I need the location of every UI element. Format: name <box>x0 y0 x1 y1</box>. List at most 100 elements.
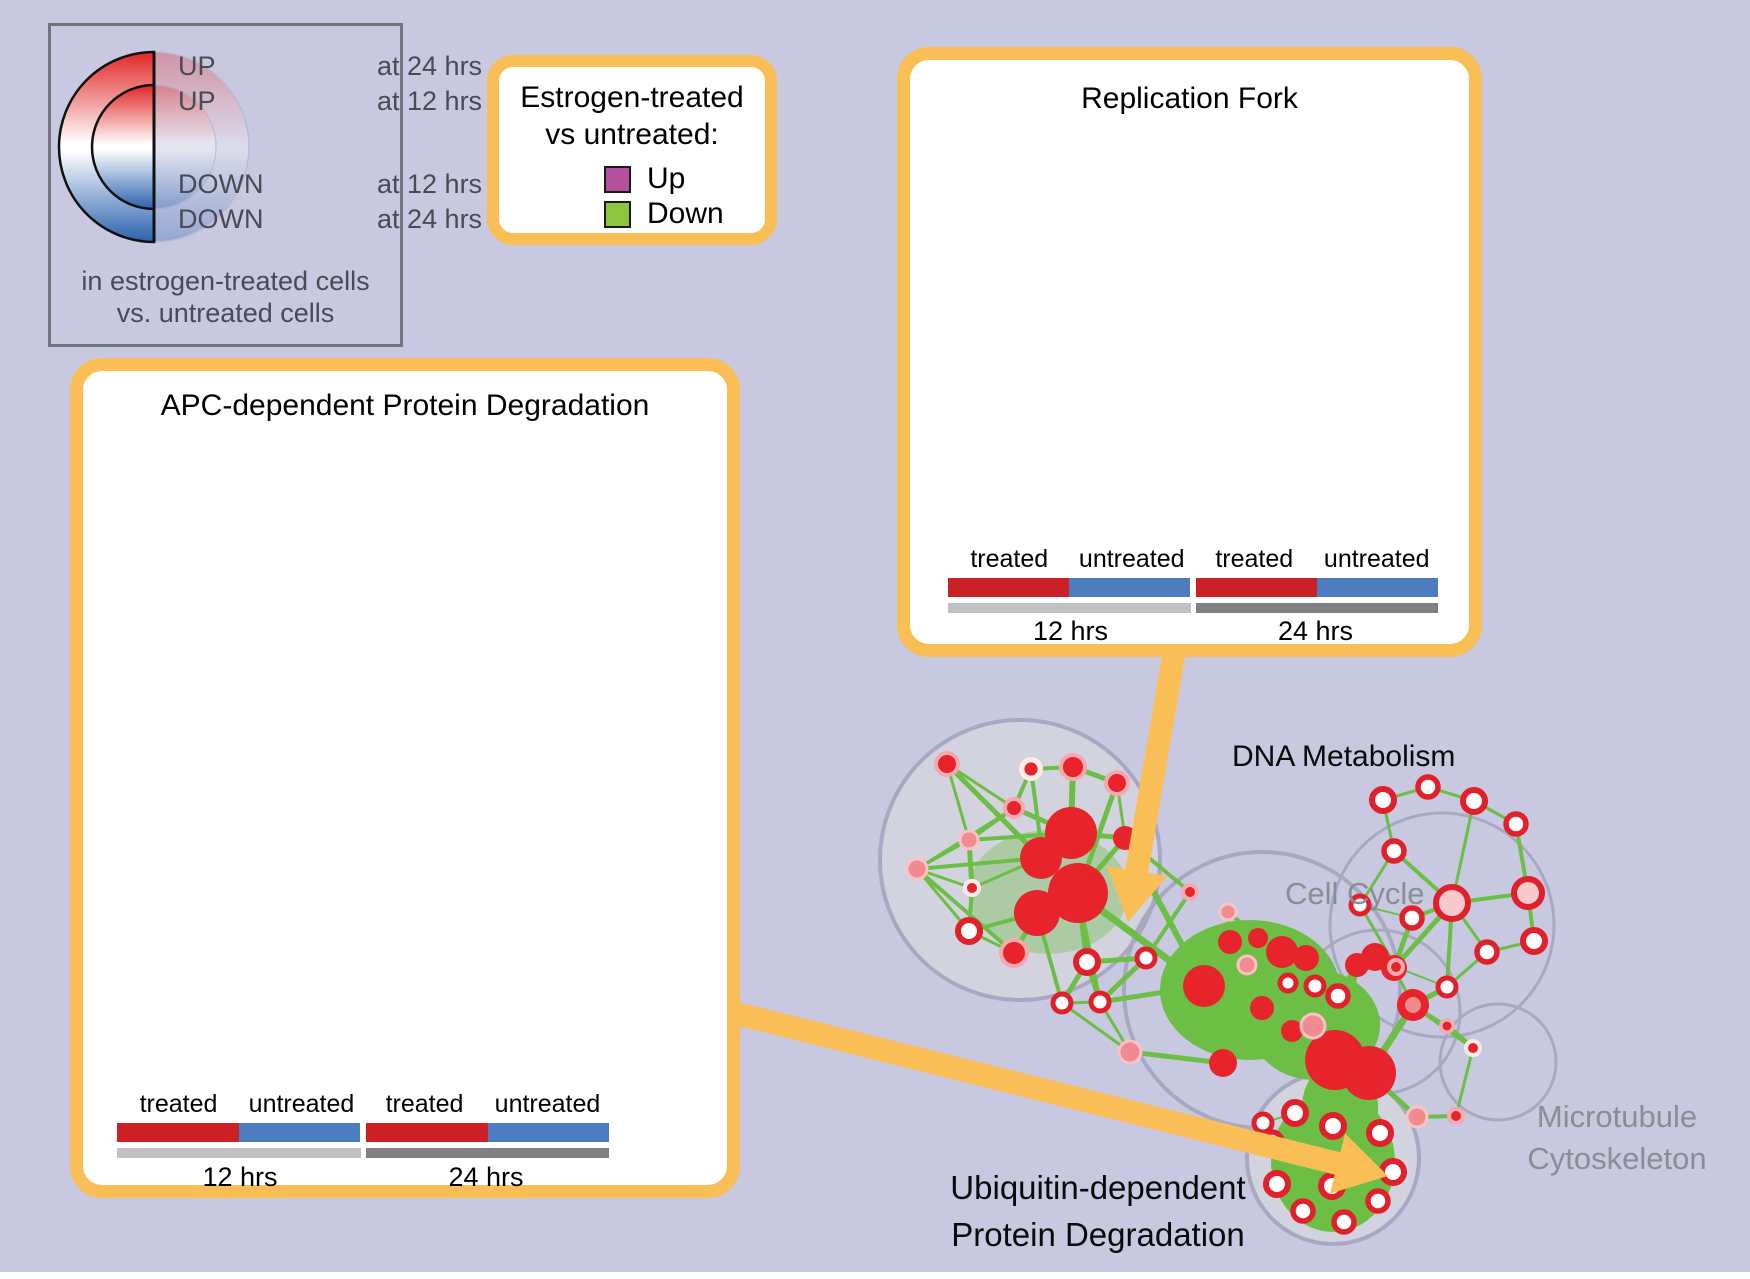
gene-node <box>1474 939 1500 965</box>
gene-node <box>1399 905 1425 931</box>
condition-label: untreated <box>494 1090 601 1118</box>
annotation-arrow-head <box>1330 1133 1388 1194</box>
timepoint-bar-segment <box>1195 603 1438 613</box>
apc-heatmap-panel: APC-dependent Protein Degradation treate… <box>70 358 740 1198</box>
gene-node <box>1218 902 1238 922</box>
gene-node <box>1511 876 1545 910</box>
gene-node <box>1519 926 1549 956</box>
ring-word: DOWN <box>178 204 264 234</box>
gene-node-core <box>1391 962 1401 972</box>
gene-node-core <box>1468 1043 1478 1053</box>
gene-node <box>1088 990 1112 1014</box>
gene-node <box>1503 811 1529 837</box>
gene-node <box>999 938 1029 968</box>
replication-fork-heatmap <box>948 128 1438 532</box>
legend-item-label: Up <box>647 162 686 195</box>
gene-node <box>1134 946 1158 970</box>
condition-bar-segment <box>117 1123 239 1142</box>
cluster-bubble-micro3 <box>1438 1002 1558 1122</box>
network-edge <box>915 867 1016 955</box>
gene-node <box>1104 770 1130 796</box>
gene-node <box>934 751 960 777</box>
gene-node <box>1405 1105 1429 1129</box>
condition-bar-segment <box>487 1123 609 1142</box>
gene-node <box>1348 893 1372 917</box>
gene-node <box>1014 890 1060 936</box>
gene-node <box>1435 975 1459 999</box>
condition-color-bar <box>948 578 1438 597</box>
ring-caption-line1: in estrogen-treated cells <box>81 266 370 296</box>
condition-labels: treated untreated treated untreated <box>948 545 1438 574</box>
gene-node <box>1342 1046 1396 1100</box>
ring-row-up-12: UP at 12 hrs <box>178 86 482 117</box>
timepoint-bar-segment <box>948 603 1191 613</box>
cluster-label-dna-metabolism: DNA Metabolism <box>1232 740 1456 773</box>
condition-bar-segment <box>238 1123 360 1142</box>
condition-label: treated <box>139 1090 218 1118</box>
gene-node <box>1277 972 1299 994</box>
gene-node <box>1415 774 1441 800</box>
gene-node <box>1381 838 1407 864</box>
gene-node <box>1368 785 1398 815</box>
cluster-label-cell-cycle: Cell Cycle <box>1285 876 1425 911</box>
gene-node <box>1281 1020 1303 1042</box>
gene-node-core <box>1451 1111 1461 1121</box>
condition-label: treated <box>385 1090 464 1118</box>
timepoint-bar-segment <box>117 1148 361 1158</box>
gene-node <box>1183 965 1225 1007</box>
network-edge <box>1129 1049 1224 1066</box>
annotation-arrow-head <box>1106 865 1168 922</box>
ring-row-down-12: DOWN at 12 hrs <box>178 169 482 200</box>
gene-node <box>1365 1118 1395 1148</box>
gene-node-core <box>1442 1021 1452 1031</box>
gene-node <box>1433 884 1471 922</box>
network-edge <box>946 762 1015 810</box>
ring-row-down-24: DOWN at 24 hrs <box>178 204 482 235</box>
legend-item-label: Down <box>647 197 724 230</box>
gene-node <box>1331 1209 1357 1235</box>
timepoint-label: 24 hrs <box>448 1162 524 1192</box>
timepoint-label: 12 hrs <box>202 1162 278 1192</box>
ring-word: UP <box>178 86 216 116</box>
ring-word: UP <box>178 51 216 81</box>
legend-item-up: Up <box>604 162 685 196</box>
apc-panel-title: APC-dependent Protein Degradation <box>160 389 650 422</box>
gene-node-core <box>1405 997 1421 1013</box>
condition-bar-segment <box>1069 578 1190 597</box>
timepoint-labels: 12 hrs 24 hrs <box>117 1162 609 1193</box>
gene-node <box>1280 1098 1310 1128</box>
condition-bar-segment <box>1317 578 1438 597</box>
cluster-label-microtubule-cytoskeleton: Microtubule Cytoskeleton <box>1492 1096 1742 1180</box>
gene-node <box>1303 974 1327 998</box>
timepoint-label: 24 hrs <box>1277 616 1354 646</box>
cluster-bubble-microtubule <box>1328 811 1556 1039</box>
gene-node <box>1325 983 1351 1009</box>
timepoint-label: 12 hrs <box>1032 616 1109 646</box>
timepoint-labels: 12 hrs 24 hrs <box>948 616 1438 647</box>
apc-heatmap <box>117 432 609 1070</box>
gene-node <box>1048 863 1108 923</box>
network-edge <box>945 763 971 841</box>
gene-node <box>1236 954 1258 976</box>
up-color-swatch <box>604 165 631 193</box>
gene-node <box>1209 1049 1237 1077</box>
ubiquitin-label-line2: Protein Degradation <box>951 1216 1245 1253</box>
ring-word: DOWN <box>178 169 264 199</box>
ring-row-up-24: UP at 24 hrs <box>178 51 482 82</box>
condition-bar-segment <box>366 1123 488 1142</box>
condition-label: treated <box>970 545 1049 573</box>
ring-caption-line2: vs. untreated cells <box>116 298 335 328</box>
gene-node-core <box>1024 762 1038 776</box>
condition-label: untreated <box>248 1090 355 1118</box>
gene-node <box>1250 996 1274 1020</box>
gene-node <box>958 829 980 851</box>
condition-bar-segment <box>1196 578 1317 597</box>
gene-node <box>1266 936 1298 968</box>
microtubule-label-line2: Cytoskeleton <box>1527 1141 1707 1176</box>
ring-time: at 24 hrs <box>377 204 483 234</box>
gene-node <box>1293 945 1319 971</box>
down-color-swatch <box>604 200 631 228</box>
estrogen-color-legend: Estrogen-treated vs untreated: Up Down <box>487 55 777 245</box>
timepoint-bar <box>948 603 1438 613</box>
